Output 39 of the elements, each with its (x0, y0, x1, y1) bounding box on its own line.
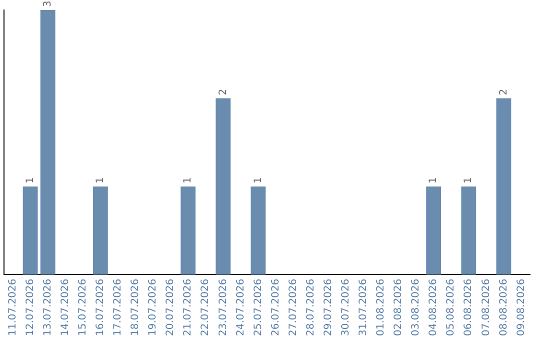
x-tick-label: 28.07.2026 (305, 278, 316, 336)
x-tick-label: 24.07.2026 (235, 278, 246, 336)
x-tick-label: 19.07.2026 (148, 278, 159, 336)
x-tick-label: 14.07.2026 (60, 278, 71, 336)
x-tick-label: 20.07.2026 (165, 278, 176, 336)
x-tick-label: 21.07.2026 (182, 278, 194, 336)
x-tick-label: 07.08.2026 (480, 278, 492, 336)
x-tick-label: 25.07.2026 (252, 278, 264, 336)
x-tick-label: 05.08.2026 (446, 278, 457, 336)
x-tick-label: 22.07.2026 (200, 278, 212, 336)
x-tick-label: 30.07.2026 (340, 278, 352, 336)
x-tick-label: 23.07.2026 (218, 278, 229, 336)
data-label: 2 (498, 88, 510, 96)
data-label: 3 (42, 0, 54, 7)
data-label: 1 (428, 177, 440, 184)
x-tick-label: 04.08.2026 (428, 278, 440, 336)
x-tick-label: 15.07.2026 (77, 278, 88, 336)
data-label: 1 (252, 177, 264, 184)
x-tick-label: 11.07.2026 (7, 278, 18, 336)
x-tick-label: 31.07.2026 (358, 278, 370, 336)
data-label: 1 (95, 177, 106, 184)
x-tick-label: 16.07.2026 (95, 278, 106, 336)
x-tick-label: 09.08.2026 (516, 278, 527, 336)
x-tick-label: 01.08.2026 (376, 278, 387, 336)
data-label: 1 (24, 177, 36, 184)
x-tick-label: 26.07.2026 (270, 278, 282, 336)
x-tick-label: 03.08.2026 (410, 278, 422, 336)
x-tick-label: 12.07.2026 (24, 278, 36, 336)
x-tick-label: 08.08.2026 (498, 278, 510, 336)
x-tick-label: 27.07.2026 (288, 278, 299, 336)
data-label: 1 (182, 177, 194, 184)
data-label: 1 (463, 177, 474, 184)
x-tick-label: 18.07.2026 (130, 278, 142, 336)
data-label: 2 (218, 88, 229, 96)
x-tick-label: 06.08.2026 (463, 278, 474, 336)
x-tick-label: 29.07.2026 (322, 278, 334, 336)
x-tick-label: 17.07.2026 (112, 278, 124, 336)
x-tick-label: 13.07.2026 (42, 278, 54, 336)
x-tick-label: 02.08.2026 (393, 278, 404, 336)
